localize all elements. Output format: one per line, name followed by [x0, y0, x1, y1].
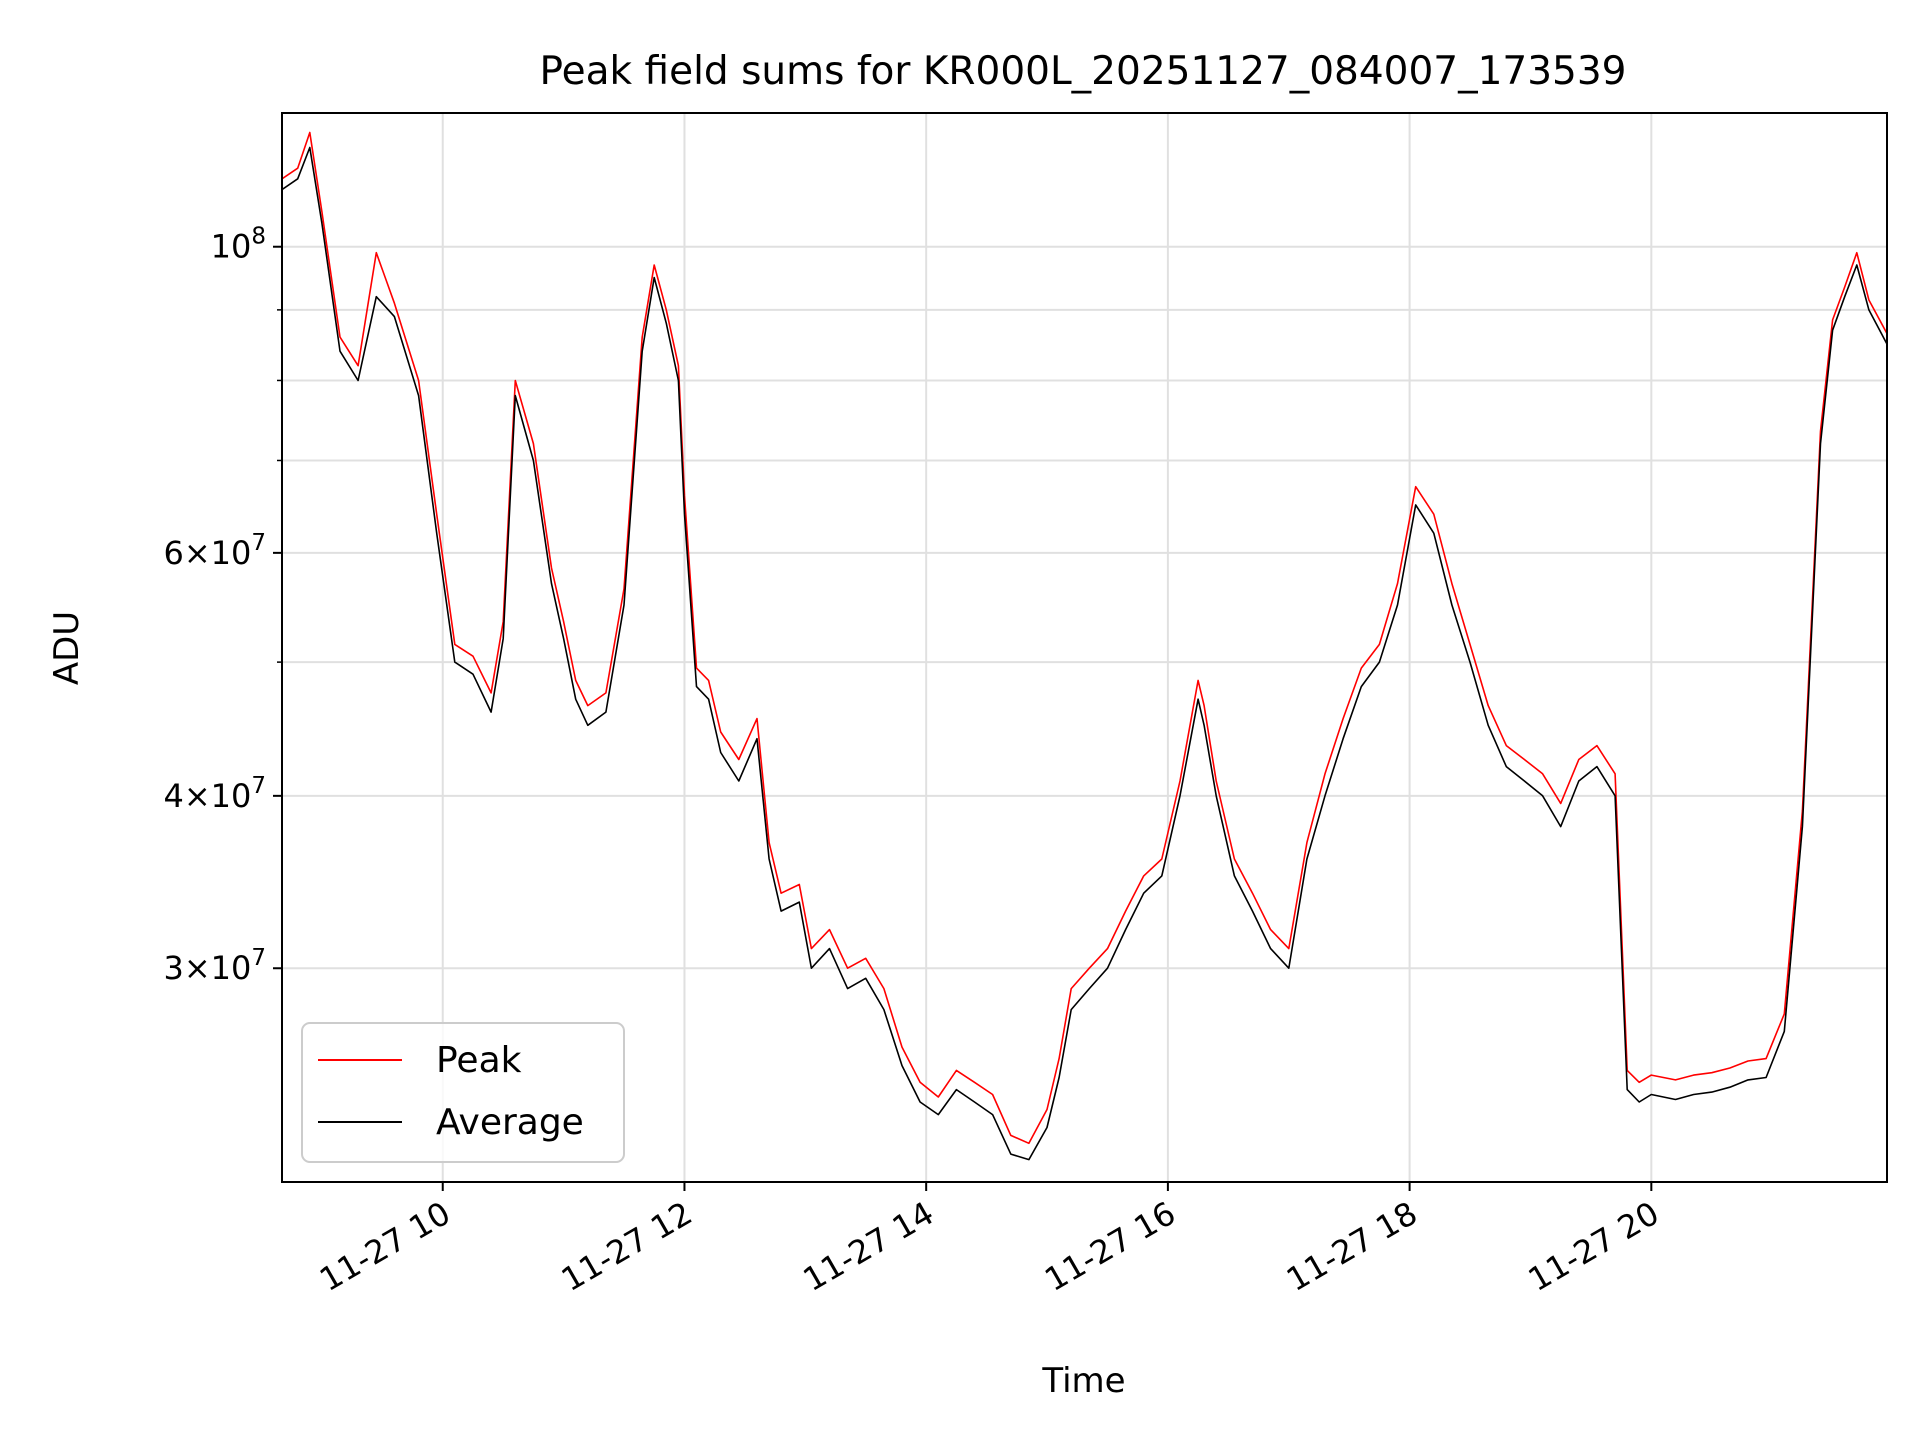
y-axis-label: ADU — [47, 611, 87, 685]
plot-frame — [281, 112, 1888, 1183]
series-peak-line — [282, 131, 1887, 1145]
y-tick-label: 3×107 — [163, 945, 266, 987]
series-average-line — [282, 146, 1887, 1161]
y-tick-label: 6×107 — [163, 530, 266, 572]
legend-average-label: Average — [436, 1102, 584, 1143]
legend: Peak Average — [301, 1022, 625, 1163]
y-tick-label: 4×107 — [163, 773, 266, 815]
x-axis-label: Time — [1041, 1361, 1125, 1401]
legend-peak-label: Peak — [436, 1040, 522, 1081]
legend-box — [301, 1022, 625, 1163]
chart-title: Peak field sums for KR000L_20251127_0840… — [540, 49, 1627, 94]
series-group — [282, 131, 1887, 1161]
